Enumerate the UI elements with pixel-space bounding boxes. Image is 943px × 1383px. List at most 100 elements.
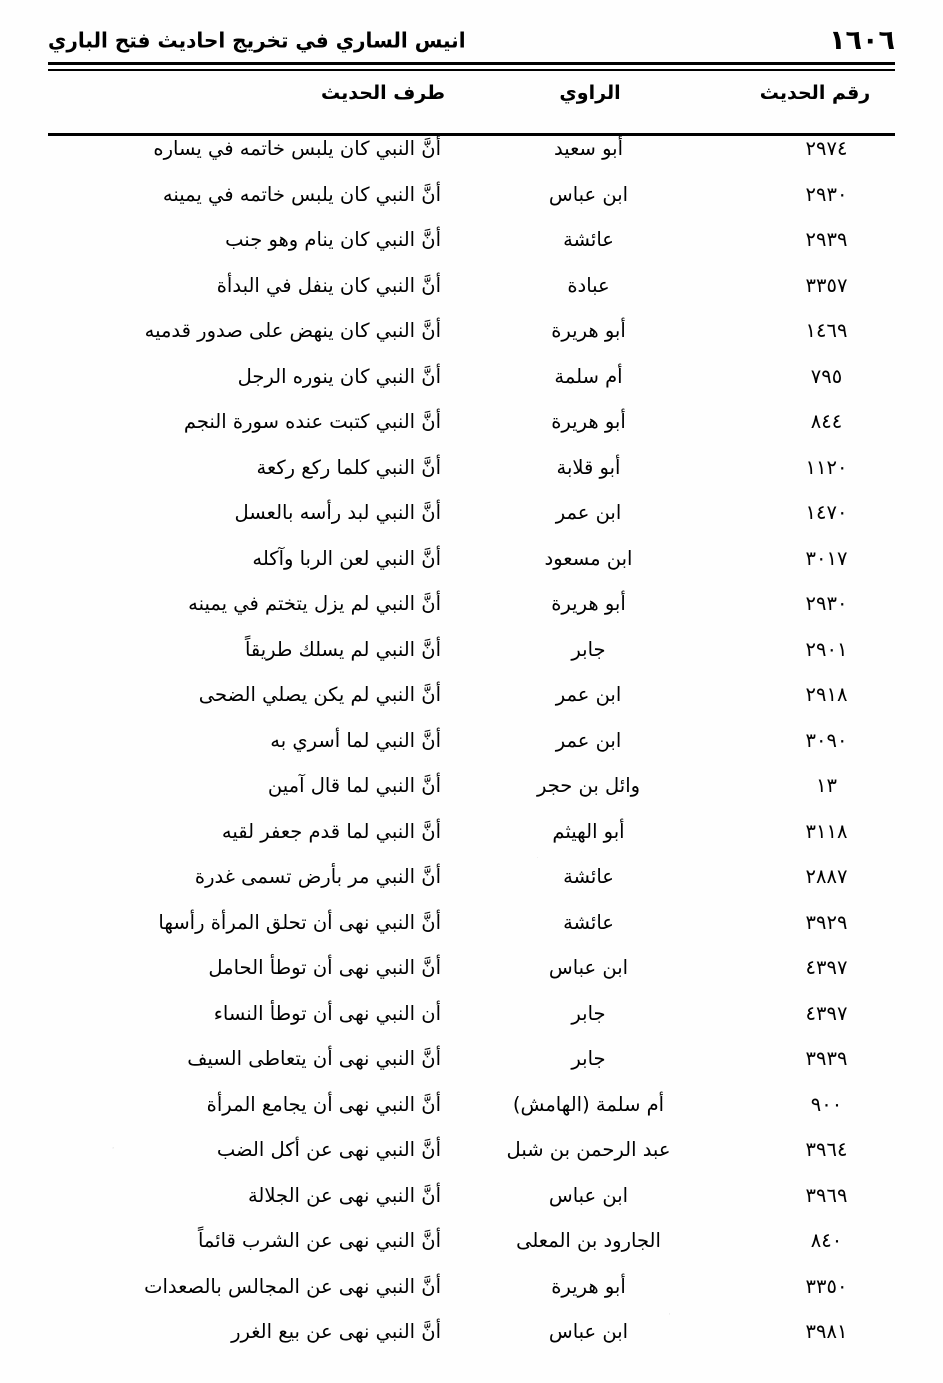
cell-narrator: جابر bbox=[571, 1047, 606, 1071]
table-row: ٣٣٥٠ أبو هريرة أنَّ النبي نهى عن المجالس ب… bbox=[48, 1264, 895, 1310]
table-row: ٨٤٤ أبو هريرة أنَّ النبي كتبت عنده سورة ال… bbox=[48, 399, 895, 445]
table-row: ٨٤٠ الجارود بن المعلى أنَّ النبي نهى عن ال… bbox=[48, 1218, 895, 1264]
cell-hadith-text: أنَّ النبي نهى عن بيع الغرر bbox=[231, 1320, 441, 1344]
cell-hadith-number: ٣٣٥٠ bbox=[805, 1274, 848, 1298]
cell-hadith-number: ٣٩٨١ bbox=[805, 1320, 848, 1344]
cell-narrator: وائل بن حجر bbox=[536, 774, 641, 798]
table-row: ٣٠٩٠ ابن عمر أنَّ النبي لما أسري به bbox=[48, 718, 895, 764]
column-header-narrator: الراوي bbox=[559, 82, 621, 104]
table-body: ٢٩٧٤ أبو سعيد أنَّ النبي كان يلبس خاتمه في… bbox=[48, 126, 895, 1355]
cell-narrator: ابن عباس bbox=[548, 956, 629, 980]
cell-hadith-number: ٢٩٣٩ bbox=[805, 228, 848, 252]
table-row: ٢٩٣٠ أبو هريرة أنَّ النبي لم يزل يتختم في … bbox=[48, 581, 895, 627]
cell-hadith-text: أنَّ النبي نهى عن أكل الضب bbox=[216, 1138, 441, 1162]
table-row: ٣٩٢٩ عائشة أنَّ النبي نهى أن تحلق المرأة ر… bbox=[48, 900, 895, 946]
cell-hadith-number: ١٤٦٩ bbox=[805, 319, 848, 343]
book-title: انيس الساري في تخريج احاديث فتح الباري bbox=[48, 27, 466, 53]
cell-narrator: عائشة bbox=[563, 228, 614, 252]
cell-hadith-text: أنَّ النبي كان ينوره الرجل bbox=[237, 364, 441, 388]
cell-narrator: ابن عمر bbox=[555, 728, 622, 752]
cell-hadith-text: أنَّ النبي كان يلبس خاتمه في يمينه bbox=[162, 182, 441, 206]
cell-hadith-number: ٣٣٥٧ bbox=[805, 273, 848, 297]
cell-hadith-text: أنَّ النبي لبد رأسه بالعسل bbox=[234, 501, 441, 525]
cell-hadith-text: أنَّ النبي لما قال آمين bbox=[267, 774, 441, 798]
table-row: ٣٩٨١ ابن عباس أنَّ النبي نهى عن بيع الغرر bbox=[48, 1309, 895, 1355]
header-rule-lower bbox=[48, 69, 895, 71]
cell-hadith-text: أنَّ النبي لم يسلك طريقاً bbox=[244, 637, 441, 661]
cell-hadith-number: ٣٩٦٤ bbox=[805, 1138, 848, 1162]
cell-hadith-number: ٤٣٩٧ bbox=[805, 956, 848, 980]
cell-hadith-number: ١٤٧٠ bbox=[805, 501, 848, 525]
page-number: ١٦٠٦ bbox=[829, 24, 895, 56]
table-row: ٩٠٠ أم سلمة (الهامش) أنَّ النبي نهى أن يجا… bbox=[48, 1082, 895, 1128]
cell-hadith-text: أنَّ النبي نهى عن الشرب قائماً bbox=[197, 1229, 441, 1253]
cell-hadith-number: ٣٠١٧ bbox=[805, 546, 848, 570]
cell-hadith-number: ٢٩٧٤ bbox=[805, 137, 848, 161]
cell-hadith-text: أنَّ النبي لم يزل يتختم في يمينه bbox=[188, 592, 441, 616]
header-separator-rule bbox=[48, 133, 895, 136]
table-row: ٢٩١٨ ابن عمر أنَّ النبي لم يكن يصلي الضحى bbox=[48, 672, 895, 718]
table-row: ١٣ وائل بن حجر أنَّ النبي لما قال آمين bbox=[48, 763, 895, 809]
cell-hadith-text: أنَّ النبي نهى أن توطأ الحامل bbox=[208, 956, 441, 980]
cell-narrator: ابن عمر bbox=[555, 501, 622, 525]
cell-hadith-number: ١٣ bbox=[816, 774, 837, 798]
cell-narrator: أم سلمة bbox=[554, 364, 623, 388]
column-header-hadith-number: رقم الحديث bbox=[759, 82, 871, 104]
cell-hadith-text: أنَّ النبي لعن الربا وآكله bbox=[252, 546, 441, 570]
table-row: ٣١١٨ أبو الهيثم أنَّ النبي لما قدم جعفر لق… bbox=[48, 809, 895, 855]
column-header-hadith-text: طرف الحديث bbox=[321, 82, 445, 104]
table-row: ٢٩٣٩ عائشة أنَّ النبي كان ينام وهو جنب bbox=[48, 217, 895, 263]
cell-narrator: ابن عباس bbox=[548, 182, 629, 206]
table-header-row: رقم الحديث الراوي طرف الحديث bbox=[48, 82, 895, 126]
cell-narrator: جابر bbox=[571, 637, 606, 661]
table-row: ٣٠١٧ ابن مسعود أنَّ النبي لعن الربا وآكله bbox=[48, 536, 895, 582]
cell-hadith-number: ٣٩٦٩ bbox=[805, 1183, 848, 1207]
cell-hadith-text: أنَّ النبي نهى أن يتعاطى السيف bbox=[187, 1047, 441, 1071]
cell-hadith-text: أنَّ النبي نهى عن المجالس بالصعدات bbox=[144, 1274, 441, 1298]
cell-hadith-number: ١١٢٠ bbox=[805, 455, 848, 479]
cell-hadith-number: ٧٩٥ bbox=[810, 364, 843, 388]
hadith-index-table: رقم الحديث الراوي طرف الحديث ٢٩٧٤ أبو سعي… bbox=[48, 82, 895, 1355]
table-row: ٧٩٥ أم سلمة أنَّ النبي كان ينوره الرجل bbox=[48, 354, 895, 400]
cell-hadith-text: أنَّ النبي كان يلبس خاتمه في يساره bbox=[153, 137, 441, 161]
cell-hadith-number: ٢٩٠١ bbox=[805, 637, 848, 661]
cell-narrator: أبو هريرة bbox=[551, 1274, 626, 1298]
cell-narrator: الجارود بن المعلى bbox=[516, 1229, 661, 1253]
table-row: ٣٩٦٤ عبد الرحمن بن شبل أنَّ النبي نهى عن أ… bbox=[48, 1127, 895, 1173]
cell-narrator: ابن مسعود bbox=[544, 546, 633, 570]
table-row: ١٤٦٩ أبو هريرة أنَّ النبي كان ينهض على صدو… bbox=[48, 308, 895, 354]
cell-hadith-number: ٣٩٢٩ bbox=[805, 910, 848, 934]
cell-narrator: أبو هريرة bbox=[551, 319, 626, 343]
cell-narrator: ابن عباس bbox=[548, 1320, 629, 1344]
cell-hadith-number: ٩٠٠ bbox=[810, 1092, 843, 1116]
cell-hadith-number: ٣١١٨ bbox=[805, 819, 848, 843]
cell-narrator: أبو هريرة bbox=[551, 410, 626, 434]
cell-hadith-text: أنَّ النبي كان ينهض على صدور قدميه bbox=[144, 319, 441, 343]
cell-hadith-text: أنَّ النبي كلما ركع ركعة bbox=[256, 455, 441, 479]
table-row: ٣٩٣٩ جابر أنَّ النبي نهى أن يتعاطى السيف bbox=[48, 1036, 895, 1082]
cell-narrator: عائشة bbox=[563, 865, 614, 889]
cell-narrator: ابن عمر bbox=[555, 683, 622, 707]
header-rule-upper bbox=[48, 62, 895, 65]
table-row: ٢٨٨٧ عائشة أنَّ النبي مر بأرض تسمى غدرة bbox=[48, 854, 895, 900]
cell-narrator: أبو هريرة bbox=[551, 592, 626, 616]
cell-narrator: عبد الرحمن بن شبل bbox=[506, 1138, 671, 1162]
cell-hadith-text: أنَّ النبي نهى أن تحلق المرأة رأسها bbox=[158, 910, 441, 934]
table-row: ٢٩٣٠ ابن عباس أنَّ النبي كان يلبس خاتمه في… bbox=[48, 172, 895, 218]
running-header: انيس الساري في تخريج احاديث فتح الباري ١… bbox=[48, 22, 895, 58]
cell-hadith-number: ٢٩٣٠ bbox=[805, 592, 848, 616]
cell-hadith-text: أنَّ النبي نهى عن الجلالة bbox=[247, 1183, 441, 1207]
cell-hadith-number: ٣٩٣٩ bbox=[805, 1047, 848, 1071]
cell-hadith-text: أنَّ النبي لما أسري به bbox=[270, 728, 441, 752]
cell-narrator: جابر bbox=[571, 1001, 606, 1025]
cell-hadith-number: ٤٣٩٧ bbox=[805, 1001, 848, 1025]
table-row: ١٤٧٠ ابن عمر أنَّ النبي لبد رأسه بالعسل bbox=[48, 490, 895, 536]
table-row: ٢٩٠١ جابر أنَّ النبي لم يسلك طريقاً bbox=[48, 627, 895, 673]
cell-hadith-number: ٨٤٠ bbox=[810, 1229, 843, 1253]
cell-hadith-text: أنَّ النبي لما قدم جعفر لقيه bbox=[221, 819, 441, 843]
table-row: ٤٣٩٧ جابر أن النبي نهى أن توطأ النساء bbox=[48, 991, 895, 1037]
cell-hadith-number: ٢٩١٨ bbox=[805, 683, 848, 707]
cell-hadith-number: ٨٤٤ bbox=[810, 410, 843, 434]
cell-narrator: أم سلمة (الهامش) bbox=[512, 1092, 665, 1116]
